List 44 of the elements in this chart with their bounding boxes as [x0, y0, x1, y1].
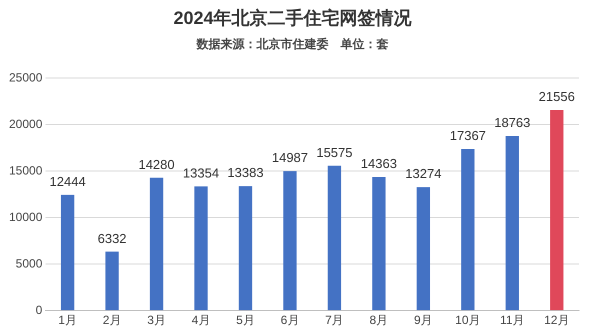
x-tick-label: 11月 — [500, 313, 525, 328]
bar — [416, 187, 430, 310]
data-label: 14363 — [360, 156, 397, 172]
x-tick-label: 1月 — [58, 313, 77, 328]
bar — [461, 149, 474, 310]
bar — [238, 186, 252, 310]
x-tick-label: 9月 — [414, 313, 433, 328]
x-tick-label: 10月 — [455, 313, 481, 328]
x-tick-label: 7月 — [325, 313, 344, 328]
x-tick-label: 12月 — [544, 313, 570, 328]
x-tick-label: 2月 — [102, 313, 122, 328]
bar — [506, 136, 519, 310]
data-label: 6332 — [98, 230, 127, 246]
data-label: 18763 — [494, 115, 530, 130]
y-tick-label: 25000 — [8, 70, 43, 84]
bar — [60, 194, 74, 310]
bar — [550, 110, 564, 310]
x-tick-label: 6月 — [280, 313, 300, 328]
bar — [283, 171, 297, 310]
chart-title: 2024年北京二手住宅网签情况 — [173, 8, 413, 28]
y-tick-label: 0 — [36, 302, 43, 317]
bar — [105, 252, 119, 310]
y-tick-label: 5000 — [16, 256, 43, 270]
data-label: 21556 — [538, 89, 575, 104]
data-label: 13274 — [405, 166, 442, 182]
data-label: 12444 — [50, 174, 86, 189]
data-label: 15575 — [316, 144, 352, 160]
y-tick-label: 15000 — [8, 163, 43, 178]
data-label: 17367 — [450, 128, 486, 144]
data-label: 14280 — [138, 156, 175, 172]
bar — [328, 166, 342, 310]
x-tick-label: 3月 — [147, 313, 166, 328]
bar — [194, 186, 208, 310]
x-tick-label: 4月 — [192, 313, 210, 328]
bar — [372, 176, 386, 310]
data-label: 14987 — [272, 150, 308, 166]
y-tick-label: 20000 — [8, 116, 43, 131]
bar — [150, 178, 164, 310]
x-tick-label: 8月 — [370, 313, 388, 328]
data-label: 13354 — [182, 165, 220, 180]
x-tick-label: 5月 — [236, 313, 255, 328]
chart-subtitle: 数据来源：北京市住建委 单位：套 — [196, 37, 388, 52]
y-tick-label: 10000 — [8, 210, 43, 224]
data-label: 13383 — [227, 165, 264, 180]
